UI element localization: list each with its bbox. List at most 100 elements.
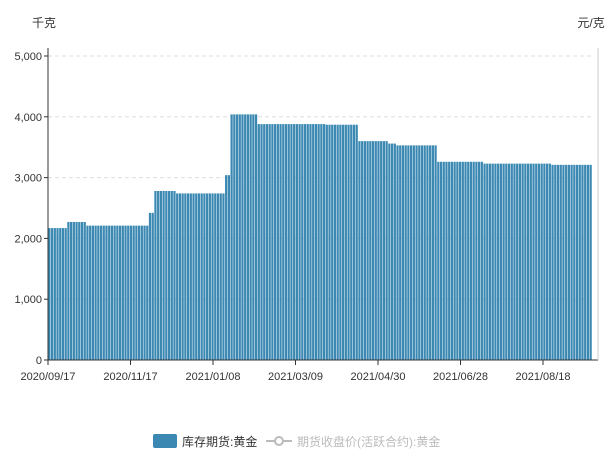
bar[interactable] [132, 225, 135, 360]
bar[interactable] [589, 164, 592, 360]
bar[interactable] [371, 141, 375, 360]
bar[interactable] [252, 114, 255, 360]
bar[interactable] [453, 161, 456, 360]
bar[interactable] [336, 124, 339, 360]
bar[interactable] [420, 145, 424, 360]
bar[interactable] [486, 163, 489, 360]
bar[interactable] [293, 124, 296, 360]
bar[interactable] [189, 193, 192, 360]
bar[interactable] [328, 124, 331, 360]
bar[interactable] [140, 225, 143, 360]
bar[interactable] [461, 161, 464, 360]
bar[interactable] [488, 163, 492, 360]
bar[interactable] [197, 193, 201, 360]
bar[interactable] [483, 163, 486, 360]
bar[interactable] [219, 193, 222, 360]
legend[interactable]: 库存期货:黄金 期货收盘价(活跃合约):黄金 [153, 434, 440, 449]
bar[interactable] [578, 164, 581, 360]
bar[interactable] [439, 161, 443, 360]
bar[interactable] [418, 145, 421, 360]
bar[interactable] [513, 163, 516, 360]
bar[interactable] [385, 141, 388, 360]
bar[interactable] [494, 163, 497, 360]
bar[interactable] [540, 163, 543, 360]
bar[interactable] [352, 124, 356, 360]
bar[interactable] [429, 145, 432, 360]
bar[interactable] [472, 161, 475, 360]
bar[interactable] [573, 164, 576, 360]
legend-label-price[interactable]: 期货收盘价(活跃合约):黄金 [297, 434, 440, 449]
bar[interactable] [274, 124, 277, 360]
bar[interactable] [342, 124, 345, 360]
bar[interactable] [537, 163, 541, 360]
bar[interactable] [170, 190, 173, 360]
bar[interactable] [72, 221, 75, 360]
bar[interactable] [312, 124, 315, 360]
bar[interactable] [165, 190, 168, 360]
bar[interactable] [464, 161, 467, 360]
bar[interactable] [235, 114, 239, 360]
bar[interactable] [284, 124, 288, 360]
bar[interactable] [151, 212, 154, 360]
bar[interactable] [287, 124, 290, 360]
bar[interactable] [268, 124, 271, 360]
bar[interactable] [581, 164, 584, 360]
bar[interactable] [303, 124, 307, 360]
bar[interactable] [445, 161, 448, 360]
bar[interactable] [543, 163, 546, 360]
bar[interactable] [399, 145, 402, 360]
bar[interactable] [135, 225, 138, 360]
bar[interactable] [263, 124, 266, 360]
bar[interactable] [200, 193, 203, 360]
bar[interactable] [586, 164, 590, 360]
bar[interactable] [173, 190, 176, 360]
bar[interactable] [358, 141, 361, 360]
bar[interactable] [214, 193, 217, 360]
bar[interactable] [567, 164, 570, 360]
bar[interactable] [355, 124, 358, 360]
bar[interactable] [298, 124, 301, 360]
bar[interactable] [565, 164, 568, 360]
bar[interactable] [61, 228, 65, 360]
bar[interactable] [118, 225, 122, 360]
bar[interactable] [162, 190, 165, 360]
bar[interactable] [86, 225, 89, 360]
bar[interactable] [309, 124, 312, 360]
bar[interactable] [67, 221, 70, 360]
bar[interactable] [548, 163, 551, 360]
bar[interactable] [192, 193, 195, 360]
bar[interactable] [529, 163, 532, 360]
bar[interactable] [227, 175, 230, 360]
bar[interactable] [497, 163, 500, 360]
bar[interactable] [301, 124, 304, 360]
bar[interactable] [426, 145, 429, 360]
bar[interactable] [505, 163, 508, 360]
bar[interactable] [526, 163, 530, 360]
bar[interactable] [127, 225, 130, 360]
bar[interactable] [314, 124, 318, 360]
bar[interactable] [562, 164, 565, 360]
bar[interactable] [554, 164, 557, 360]
bar[interactable] [369, 141, 372, 360]
bar[interactable] [159, 190, 162, 360]
bar[interactable] [396, 145, 399, 360]
bar[interactable] [244, 114, 247, 360]
bar[interactable] [361, 141, 364, 360]
bar[interactable] [89, 225, 92, 360]
bar[interactable] [211, 193, 214, 360]
bar[interactable] [456, 161, 459, 360]
bar[interactable] [350, 124, 353, 360]
bar[interactable] [331, 124, 334, 360]
bar[interactable] [448, 161, 451, 360]
bar[interactable] [83, 221, 86, 360]
bar[interactable] [507, 163, 511, 360]
bar[interactable] [271, 124, 274, 360]
bar[interactable] [143, 225, 146, 360]
bar[interactable] [208, 193, 211, 360]
bar[interactable] [437, 161, 440, 360]
bar[interactable] [458, 161, 462, 360]
bar[interactable] [584, 164, 587, 360]
bar[interactable] [570, 164, 573, 360]
bar[interactable] [184, 193, 187, 360]
bar[interactable] [110, 225, 114, 360]
